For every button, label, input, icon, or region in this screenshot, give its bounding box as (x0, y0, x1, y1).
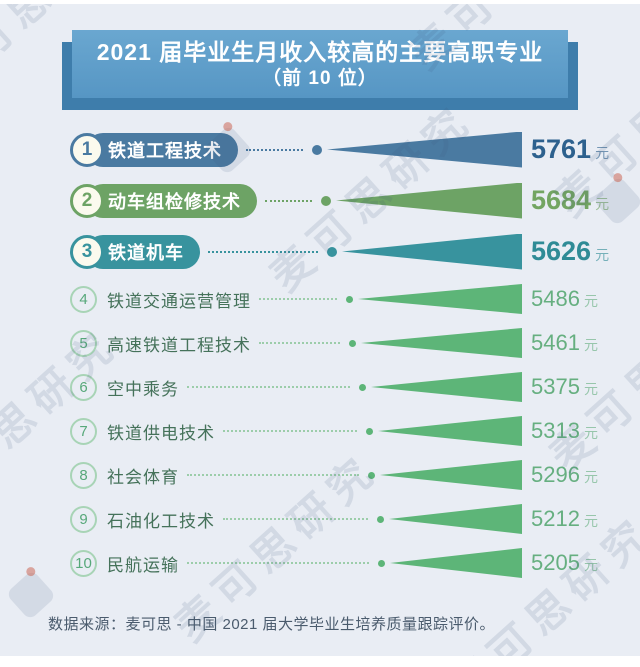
table-row: 5 高速铁道工程技术 5461 元 (0, 321, 640, 365)
value-bar (389, 504, 522, 534)
leader-line (259, 298, 337, 300)
leader-line (223, 518, 368, 520)
leader-dot (378, 559, 385, 567)
table-row: 2 动车组检修技术 5684 元 (0, 175, 640, 226)
leader-line (187, 474, 359, 476)
value-unit: 元 (583, 513, 598, 529)
table-row: 3 铁道机车 5626 元 (0, 226, 640, 277)
ranking-list: 1 铁道工程技术 5761 元 2 动车组检修技术 5684 元 3 铁道机车 5626 元 4 铁道交通… (0, 124, 640, 585)
value-text: 5212 元 (522, 506, 612, 532)
value-bar (390, 548, 522, 578)
major-label: 铁道工程技术 (86, 132, 238, 167)
value-text: 5684 元 (522, 185, 612, 216)
chart-subtitle: （前 10 位） (262, 67, 378, 89)
leader-line (265, 199, 312, 202)
leader-dot (377, 515, 384, 523)
data-source: 数据来源：麦可思 - 中国 2021 届大学毕业生培养质量跟踪评价。 (48, 616, 496, 633)
leader-dot (349, 339, 356, 347)
rank-badge: 8 (70, 461, 97, 489)
page-top-margin (0, 0, 640, 4)
value-bar (358, 284, 522, 314)
value-bar (361, 328, 522, 358)
value-number: 5296 (531, 462, 580, 487)
leader-dot (321, 195, 331, 206)
value-text: 5626 元 (522, 236, 612, 267)
value-number: 5375 (531, 374, 580, 399)
value-bar (327, 131, 522, 168)
rank-badge: 10 (70, 549, 97, 577)
value-unit: 元 (583, 425, 598, 441)
value-text: 5296 元 (522, 462, 612, 488)
value-number: 5205 (531, 550, 580, 575)
table-row: 9 石油化工技术 5212 元 (0, 497, 640, 541)
value-unit: 元 (595, 247, 610, 263)
value-number: 5486 (531, 286, 580, 311)
leader-line (259, 342, 340, 344)
table-row: 8 社会体育 5296 元 (0, 453, 640, 497)
value-number: 5461 (531, 330, 580, 355)
value-text: 5313 元 (522, 418, 612, 444)
value-number: 5684 (531, 185, 592, 215)
major-label: 铁道供电技术 (107, 423, 215, 443)
major-label: 动车组检修技术 (86, 183, 257, 218)
value-unit: 元 (595, 196, 610, 212)
table-row: 6 空中乘务 5375 元 (0, 365, 640, 409)
value-text: 5461 元 (522, 330, 612, 356)
value-unit: 元 (583, 557, 598, 573)
value-text: 5205 元 (522, 550, 612, 576)
value-bar (371, 372, 522, 402)
rank-badge: 5 (70, 329, 97, 357)
leader-dot (312, 144, 322, 155)
leader-dot (327, 246, 337, 257)
value-bar (378, 416, 522, 446)
rank-badge: 2 (70, 183, 104, 218)
chart-title-banner: 2021 届毕业生月收入较高的主要高职专业 （前 10 位） (62, 30, 578, 110)
value-bar (336, 182, 522, 219)
value-number: 5761 (531, 134, 592, 164)
table-row: 1 铁道工程技术 5761 元 (0, 124, 640, 175)
value-bar (342, 233, 522, 270)
table-row: 4 铁道交通运营管理 5486 元 (0, 277, 640, 321)
leader-dot (366, 427, 373, 435)
rank-badge: 7 (70, 417, 97, 445)
value-bar (380, 460, 522, 490)
table-row: 10 民航运输 5205 元 (0, 541, 640, 585)
table-row: 7 铁道供电技术 5313 元 (0, 409, 640, 453)
value-text: 5375 元 (522, 374, 612, 400)
rank-badge: 3 (70, 234, 104, 269)
major-label: 铁道交通运营管理 (107, 291, 251, 311)
leader-dot (359, 383, 366, 391)
value-unit: 元 (583, 381, 598, 397)
leader-dot (346, 295, 353, 303)
value-unit: 元 (583, 469, 598, 485)
rank-badge: 4 (70, 285, 97, 313)
value-text: 5761 元 (522, 134, 612, 165)
value-unit: 元 (595, 145, 610, 161)
leader-line (208, 250, 318, 253)
major-label: 高速铁道工程技术 (107, 335, 251, 355)
leader-line (187, 386, 350, 388)
rank-badge: 9 (70, 505, 97, 533)
title-banner: 2021 届毕业生月收入较高的主要高职专业 （前 10 位） (72, 30, 568, 98)
leader-dot (368, 471, 375, 479)
value-unit: 元 (583, 293, 598, 309)
major-label: 社会体育 (107, 467, 179, 487)
leader-line (246, 148, 303, 151)
leader-line (187, 562, 369, 564)
value-unit: 元 (583, 337, 598, 353)
major-label: 铁道机车 (86, 234, 200, 269)
major-label: 石油化工技术 (107, 511, 215, 531)
value-number: 5212 (531, 506, 580, 531)
value-text: 5486 元 (522, 286, 612, 312)
rank-badge: 6 (70, 373, 97, 401)
rank-badge: 1 (70, 132, 104, 167)
value-number: 5626 (531, 236, 592, 266)
value-number: 5313 (531, 418, 580, 443)
major-label: 民航运输 (107, 555, 179, 575)
page-bottom-margin (0, 656, 640, 667)
major-label: 空中乘务 (107, 379, 179, 399)
leader-line (223, 430, 357, 432)
chart-title: 2021 届毕业生月收入较高的主要高职专业 (96, 38, 544, 65)
